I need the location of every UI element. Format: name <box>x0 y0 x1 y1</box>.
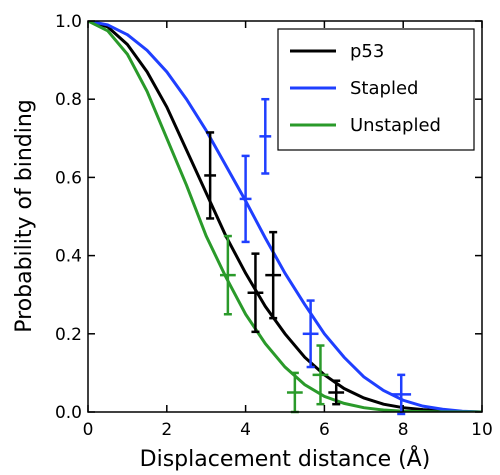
data-point <box>247 252 264 334</box>
series-line-p53 <box>88 21 482 412</box>
x-axis-label: Displacement distance (Å) <box>140 445 431 472</box>
legend-entry-stapled: Stapled <box>290 78 418 99</box>
data-point <box>219 234 236 316</box>
series-points-stapled <box>239 97 412 416</box>
data-point <box>259 97 272 175</box>
data-point <box>391 373 412 416</box>
y-tick-label: 0.0 <box>55 403 82 423</box>
x-tick-label: 2 <box>161 420 172 440</box>
axes: 0 2 4 6 8 10 0.0 0.2 0.4 0.6 0.8 1.0 <box>55 12 493 440</box>
series-points-p53 <box>204 131 345 406</box>
x-tick-label: 6 <box>319 420 330 440</box>
legend-entry-p53: p53 <box>290 41 384 62</box>
data-point <box>302 299 319 369</box>
legend-entry-unstapled: Unstapled <box>290 115 441 136</box>
y-tick-label: 0.4 <box>55 247 82 267</box>
data-point <box>239 154 252 244</box>
series-line-stapled <box>88 21 482 412</box>
y-tick-label: 0.2 <box>55 325 82 345</box>
data-point <box>265 230 282 320</box>
data-point <box>328 379 345 406</box>
series-points-unstapled <box>219 234 329 414</box>
data-point <box>204 131 217 220</box>
legend-label: Stapled <box>350 78 418 99</box>
series-stapled <box>88 21 482 412</box>
plot-area <box>88 21 482 416</box>
series-p53 <box>88 21 482 412</box>
x-tick-label: 0 <box>83 420 94 440</box>
plot-frame <box>87 20 483 413</box>
x-tick-label: 4 <box>240 420 251 440</box>
y-tick-label: 0.6 <box>55 168 82 188</box>
legend-label: Unstapled <box>350 115 441 136</box>
y-tick-label: 1.0 <box>55 12 82 32</box>
x-tick-label: 10 <box>471 420 493 440</box>
data-point <box>312 344 329 406</box>
legend: p53 Stapled Unstapled <box>277 28 475 151</box>
y-axis-label: Probability of binding <box>12 99 37 333</box>
legend-label: p53 <box>350 41 384 62</box>
x-tick-label: 8 <box>398 420 409 440</box>
y-tick-label: 0.8 <box>55 90 82 110</box>
